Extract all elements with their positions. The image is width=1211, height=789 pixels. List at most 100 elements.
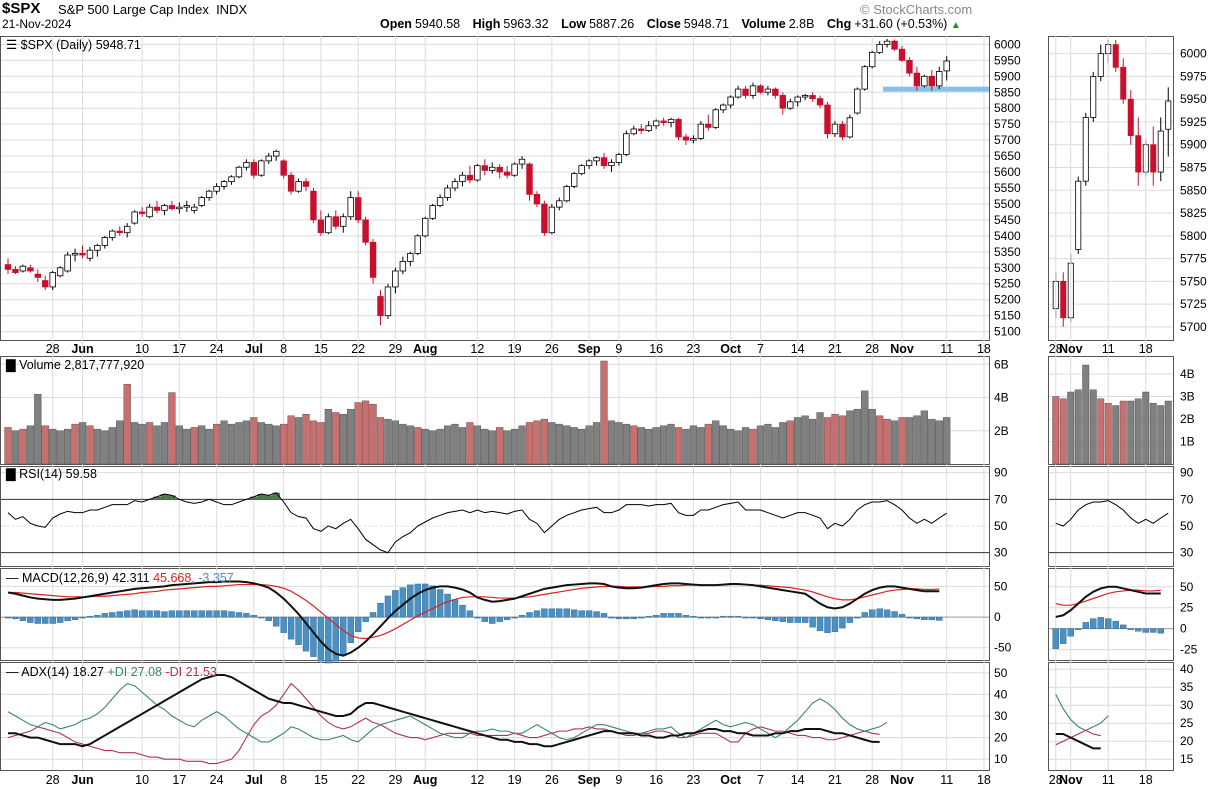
candle-up <box>869 51 876 68</box>
x-tick-label-top: 29 <box>388 342 402 356</box>
volume-bar <box>138 423 146 465</box>
x-tick-label-top: 16 <box>649 342 663 356</box>
mini-panel-frame-macd <box>1048 568 1174 661</box>
candle-up <box>220 181 228 187</box>
mini-volume-bar <box>1149 403 1157 465</box>
mini-price-tick-label: 5950 <box>1180 92 1207 106</box>
mini-adx-tick-label: 25 <box>1180 716 1194 730</box>
macd-signal-line <box>8 583 940 640</box>
volume-bar <box>257 422 265 465</box>
volume-bar <box>376 417 385 465</box>
mini-candle-up <box>1082 117 1089 182</box>
volume-bar <box>19 428 27 465</box>
volume-bar <box>786 420 794 465</box>
mini-rsi-tick-label: 90 <box>1180 466 1194 480</box>
macd-histogram-bar <box>779 616 786 622</box>
mini-volume-bar <box>1052 396 1060 465</box>
volume-bar <box>309 420 318 465</box>
mini-volume-bar <box>1059 398 1067 465</box>
volume-bar <box>578 428 586 465</box>
candle-up <box>64 254 71 272</box>
x-tick-label-top: 11 <box>940 342 953 356</box>
candle-up <box>690 138 697 141</box>
candle-up <box>183 205 190 208</box>
macd-histogram-bar <box>921 616 928 621</box>
candle-up <box>347 197 354 218</box>
candle-up <box>578 165 585 175</box>
macd-histogram-bar <box>623 616 630 620</box>
x-tick-label-bottom: 14 <box>791 773 805 787</box>
macd-histogram-bar <box>161 611 168 618</box>
volume-bar <box>458 427 467 465</box>
price-tick-label: 5400 <box>994 229 1021 243</box>
macd-histogram-bar <box>12 616 19 620</box>
volume-bar <box>116 420 124 465</box>
candle-up <box>213 186 220 192</box>
volume-bar <box>741 427 750 465</box>
mini-adx-tick-label: 40 <box>1180 662 1194 676</box>
volume-bar <box>56 430 64 465</box>
candle-up <box>787 101 794 109</box>
macd-histogram-bar <box>101 613 109 618</box>
macd-histogram-bar <box>176 610 183 618</box>
candle-up <box>109 230 116 238</box>
stockcharts-logo[interactable]: © StockCharts.com <box>860 2 973 17</box>
mini-x-tick-bottom: 11 <box>1102 773 1115 787</box>
candle-up <box>384 286 392 317</box>
candle-up <box>459 174 466 183</box>
volume-bar <box>697 427 705 465</box>
price-tick-label: 5150 <box>994 309 1021 323</box>
macd-histogram-bar <box>459 604 466 618</box>
candle-down <box>310 190 317 221</box>
volume-tick-label: 4B <box>994 391 1009 405</box>
volume-bar <box>190 427 198 465</box>
macd-histogram-bar <box>280 616 287 633</box>
mini-panel-frame-price <box>1048 36 1174 341</box>
price-tick-label: 5250 <box>994 277 1021 291</box>
mini-adx-tick-label: 15 <box>1180 752 1194 766</box>
macd-histogram-bar <box>705 616 712 619</box>
candle-down <box>891 40 898 50</box>
candle-up <box>712 109 719 128</box>
macd-histogram-bar <box>697 616 705 619</box>
volume-bar <box>287 415 295 465</box>
macd-histogram-bar <box>146 610 153 618</box>
volume-bar <box>488 430 496 465</box>
mini-macd-histogram-bar <box>1150 628 1157 633</box>
volume-bar <box>645 428 653 465</box>
candle-up <box>86 249 94 259</box>
macd-histogram-bar <box>302 616 310 652</box>
candle-down <box>541 203 548 234</box>
mini-macd-line <box>1055 585 1161 618</box>
mini-price-tick-label: 5775 <box>1180 252 1207 266</box>
candle-up <box>921 75 928 87</box>
mini-macd-histogram-bar <box>1075 628 1082 630</box>
volume-bar <box>660 425 668 465</box>
candle-up <box>720 104 727 111</box>
x-tick-label-bottom: Aug <box>413 773 437 787</box>
macd-histogram-bar <box>354 616 362 632</box>
mini-volume-bar <box>1142 391 1150 465</box>
mini-macd-signal-line <box>1055 589 1161 606</box>
mini-volume-bar <box>1074 389 1082 465</box>
price-tick-label: 5700 <box>994 133 1021 147</box>
price-tick-label: 5850 <box>994 85 1021 99</box>
candle-up <box>667 118 675 123</box>
candle-down <box>466 174 474 181</box>
candle-up <box>608 162 615 167</box>
volume-bar <box>555 423 563 465</box>
macd-histogram-bar <box>168 610 176 618</box>
candle-down <box>503 171 511 176</box>
volume-bar <box>831 413 839 465</box>
volume-bar <box>913 415 921 465</box>
x-tick-label-bottom: 22 <box>351 773 365 787</box>
mini-macd-histogram-bar <box>1112 620 1119 629</box>
volume-bar <box>868 408 876 465</box>
volume-bar <box>421 428 429 465</box>
x-tick-label-top: 19 <box>508 342 522 356</box>
candle-up <box>861 66 868 90</box>
adx-panel-title: — ADX(14) 18.27 +DI 27.08 -DI 21.53 <box>6 665 217 679</box>
rsi-line <box>7 492 947 554</box>
plus-di-line <box>7 682 888 743</box>
volume-bar <box>212 423 221 465</box>
